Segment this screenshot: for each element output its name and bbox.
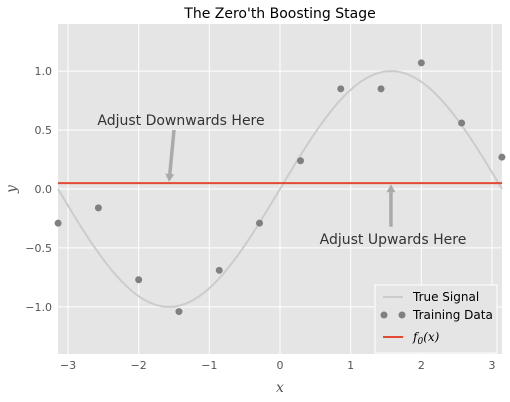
y-tick-label: −0.5 [25,242,52,255]
y-tick-label: 0.0 [35,183,53,196]
y-tick-label: −1.0 [25,301,52,314]
y-axis-label: y [4,184,20,194]
legend-training-data-label: Training Data [412,308,493,322]
training-point [95,204,102,211]
annotation-upwards: Adjust Upwards Here [320,232,467,248]
x-tick-label: 0 [277,359,284,372]
y-tick-label: 0.5 [35,124,53,137]
training-point [135,276,142,283]
x-tick-label: −1 [201,359,217,372]
x-tick-label: 1 [347,359,354,372]
legend-true-signal-label: True Signal [412,290,479,304]
legend-training-marker-1 [381,312,388,319]
training-point [458,120,465,127]
training-point [216,267,223,274]
legend-training-marker-2 [399,312,406,319]
training-point [378,85,385,92]
x-tick-label: 2 [418,359,425,372]
training-point [337,85,344,92]
x-tick-label: 3 [488,359,495,372]
training-point [256,220,263,227]
x-tick-label: −3 [60,359,76,372]
x-axis-label: x [276,380,284,396]
legend: True Signal Training Data f0(x) [375,285,497,353]
training-point [297,157,304,164]
training-point [175,308,182,315]
training-point [418,59,425,66]
x-tick-label: −2 [131,359,147,372]
chart-title: The Zero'th Boosting Stage [183,6,375,22]
y-tick-label: 1.0 [35,65,53,78]
training-point [498,154,505,161]
annotation-downwards: Adjust Downwards Here [97,113,264,129]
training-point [55,220,62,227]
